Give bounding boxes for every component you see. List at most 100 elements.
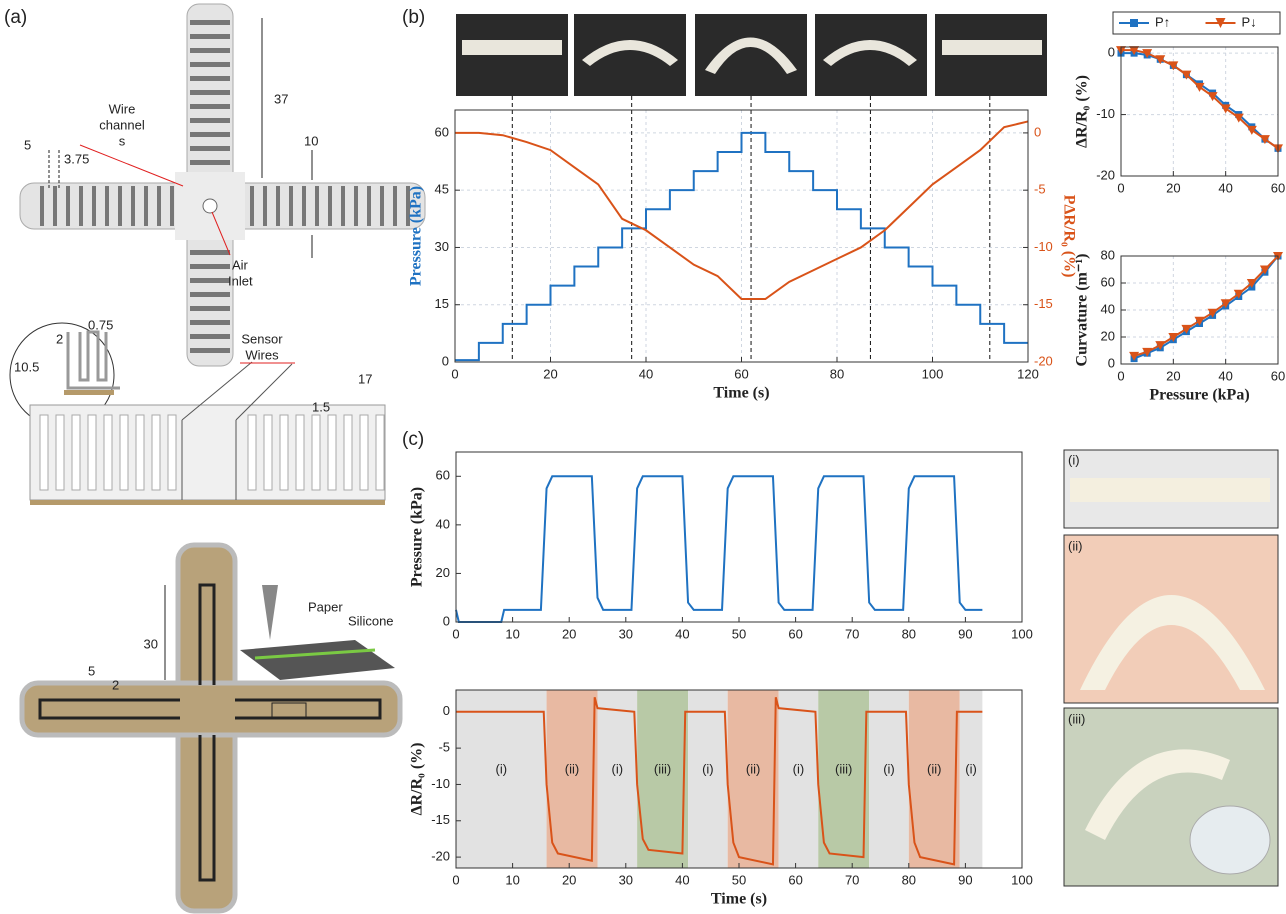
x-tick-label: 90 (958, 872, 972, 887)
channel (344, 415, 352, 490)
rib (190, 292, 230, 297)
rib (144, 186, 148, 226)
region-label: (i) (883, 762, 895, 777)
x-tick-label: 100 (1011, 626, 1033, 641)
y-tick-label: 40 (436, 516, 450, 531)
region-label: (ii) (565, 762, 579, 777)
dimension: 2 (56, 331, 63, 346)
label: Wires (245, 347, 279, 362)
rib (105, 186, 109, 226)
photo-label: (ii) (1068, 538, 1082, 553)
channel (72, 415, 80, 490)
region (869, 690, 909, 868)
photo-strip (456, 14, 1047, 96)
dimension: 2 (112, 677, 119, 692)
y-axis-label: Pressure (kPa) (409, 487, 426, 587)
dimension: 3.75 (64, 151, 89, 166)
channel (56, 415, 64, 490)
rib (190, 160, 230, 165)
x-tick-label: 0 (1117, 180, 1124, 195)
x-tick-label: 60 (1271, 368, 1285, 383)
x-tick-label: 20 (562, 626, 576, 641)
y-tick-label: 0 (442, 353, 449, 368)
y-tick-label: 80 (1101, 247, 1115, 262)
region-label: (i) (793, 762, 805, 777)
y2-tick-label: -15 (1034, 296, 1053, 311)
panel-label: (c) (402, 429, 424, 450)
x-tick-label: 60 (1271, 180, 1285, 195)
y-axis-label: Curvature (m⁻¹) (1074, 254, 1091, 367)
y-tick-label: 0 (443, 613, 450, 628)
photo-label: (iii) (1068, 711, 1085, 726)
dimension: 10.5 (14, 359, 39, 374)
channel (104, 415, 112, 490)
label: channel (99, 117, 145, 132)
x-tick-label: 50 (732, 872, 746, 887)
x-tick-label: 0 (452, 872, 459, 887)
channel (88, 415, 96, 490)
y-tick-label: -15 (431, 812, 450, 827)
dimension: 5 (24, 137, 31, 152)
rib (190, 48, 230, 53)
x-tick-label: 10 (505, 872, 519, 887)
y-axis-label: ΔR/R₀ (%) (1074, 75, 1091, 148)
rib (40, 186, 44, 226)
rib (276, 186, 280, 226)
rib (190, 250, 230, 255)
x-tick-label: 40 (639, 366, 653, 381)
legend-marker (1130, 19, 1138, 27)
rib (367, 186, 371, 226)
channel (328, 415, 336, 490)
region-label: (iii) (835, 762, 852, 777)
region (909, 690, 960, 868)
y2-tick-label: -5 (1034, 182, 1046, 197)
rib (190, 62, 230, 67)
y-tick-label: -10 (1096, 106, 1115, 121)
x-tick-label: 0 (451, 366, 458, 381)
y-tick-label: 45 (435, 182, 449, 197)
channel (152, 415, 160, 490)
x-tick-label: 50 (732, 626, 746, 641)
channel (296, 415, 304, 490)
y-tick-label: -20 (1096, 167, 1115, 182)
region-label: (i) (702, 762, 714, 777)
rib (92, 186, 96, 226)
x-tick-label: 100 (1011, 872, 1033, 887)
channel (280, 415, 288, 490)
label: Paper (308, 599, 343, 614)
x-axis-label: Pressure (kPa) (1149, 387, 1249, 404)
rib (190, 348, 230, 353)
rib (393, 186, 397, 226)
channel (120, 415, 128, 490)
x-tick-label: 40 (675, 626, 689, 641)
region (728, 690, 779, 868)
rib (190, 20, 230, 25)
channel (136, 415, 144, 490)
region (818, 690, 869, 868)
x-tick-label: 20 (1166, 368, 1180, 383)
dimension: 1.5 (312, 399, 330, 414)
y-tick-label: 15 (435, 296, 449, 311)
rib (170, 186, 174, 226)
rib (53, 186, 57, 226)
dimension: 37 (274, 91, 288, 106)
region-label: (iii) (654, 762, 671, 777)
channel (248, 415, 256, 490)
x-tick-label: 30 (619, 872, 633, 887)
rib (302, 186, 306, 226)
rib (289, 186, 293, 226)
y-tick-label: 60 (436, 468, 450, 483)
rib (190, 278, 230, 283)
y-axis-label: ΔR/R₀ (%) (409, 742, 426, 815)
actuator (1070, 478, 1270, 502)
label: Silicone (348, 613, 394, 628)
x-tick-label: 90 (958, 626, 972, 641)
panel-label: (b) (402, 7, 425, 28)
y-axis-label: Pressure (kPa) (408, 186, 425, 286)
rib (315, 186, 319, 226)
x-tick-label: 0 (1117, 368, 1124, 383)
rib (250, 186, 254, 226)
y-tick-label: 60 (435, 124, 449, 139)
y-tick-label: 20 (436, 565, 450, 580)
x-axis-label: Time (s) (713, 385, 769, 402)
